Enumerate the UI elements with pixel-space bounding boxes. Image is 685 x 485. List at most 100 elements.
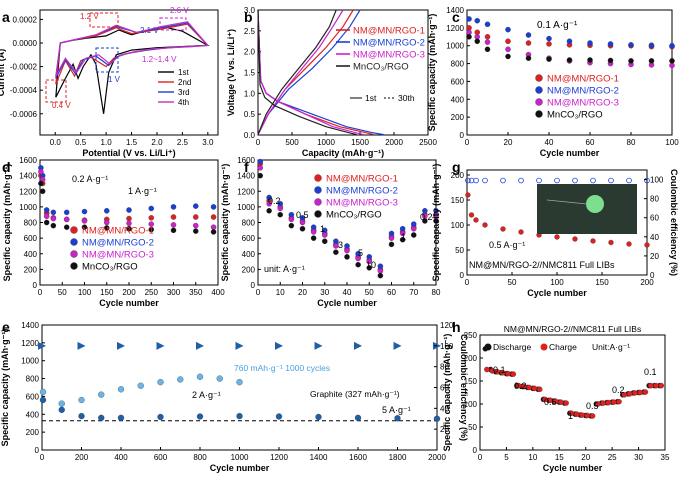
x-tick-label: 1000 — [231, 453, 249, 462]
data-point — [546, 56, 552, 62]
data-point — [388, 230, 395, 237]
efficiency-point — [608, 177, 614, 184]
legend-marker — [535, 98, 543, 106]
efficiency-point — [500, 177, 506, 184]
panel-d: 0 50 100 150 200 250 300 350 400 0 200 400 600 800 100… — [2, 156, 225, 308]
data-point — [410, 225, 417, 232]
legend-label: MnCO₃/RGO — [326, 210, 382, 221]
data-point — [257, 165, 263, 171]
charge-point — [505, 370, 511, 377]
annotation: 760 mAh·g⁻¹ 1000 cycles — [234, 363, 330, 373]
x-tick-label: 40 — [343, 288, 352, 297]
data-point-5A — [157, 413, 164, 421]
y-tick-label: 1600 — [19, 156, 37, 165]
highlight-box — [159, 17, 187, 31]
legend-label: Charge — [549, 342, 577, 352]
data-point — [484, 34, 491, 40]
data-point — [377, 263, 384, 269]
efficiency-marker — [196, 341, 204, 350]
legend-marker — [535, 74, 543, 82]
y-tick-label: 600 — [451, 77, 465, 86]
data-point — [607, 57, 614, 64]
data-point — [170, 204, 177, 210]
data-point — [310, 229, 317, 235]
x-tick-label: 30 — [320, 288, 329, 297]
x-tick-label: 1400 — [310, 453, 328, 462]
plot-frame — [466, 9, 673, 136]
x-tick-label: 200 — [122, 288, 136, 297]
plot-frame — [41, 324, 438, 451]
x-axis-label: Cycle number — [99, 298, 159, 308]
annotation: 2.1 V — [140, 26, 159, 35]
data-point — [170, 214, 177, 220]
data-point — [126, 225, 132, 232]
data-point — [277, 211, 283, 218]
charge-point — [642, 389, 649, 395]
x-tick-label: 1.5 — [126, 138, 138, 147]
y-tick-label: 0 — [473, 446, 478, 455]
x-tick-label: 25 — [608, 453, 617, 462]
data-point — [566, 57, 573, 63]
y-tick-label: 1200 — [19, 187, 37, 196]
data-point — [399, 230, 406, 237]
y-tick-label: 100 — [451, 221, 465, 230]
panel-letter: a — [2, 9, 10, 25]
rate-label: 0.1 — [644, 367, 657, 377]
legend-label: 30th — [398, 93, 415, 103]
data-point — [525, 40, 532, 46]
data-point — [192, 203, 199, 209]
discharge-curve — [257, 9, 357, 136]
cv-curve-1st — [55, 25, 210, 114]
legend-marker — [535, 86, 543, 94]
efficiency-point — [554, 177, 560, 184]
data-point — [669, 58, 675, 64]
y2-tick-label: 80 — [440, 363, 449, 372]
y-tick-label: 0.0 — [244, 131, 256, 140]
rate-label: 5 — [358, 248, 363, 258]
x-tick-label: 10 — [276, 288, 285, 297]
efficiency-marker — [235, 341, 244, 350]
legend-marker — [540, 343, 548, 351]
data-point — [192, 222, 199, 229]
legend-label: MnCO₃/RGO — [82, 262, 138, 273]
y-tick-label: 50 — [468, 423, 477, 432]
x-tick-label: 20 — [581, 453, 590, 462]
panel-a: 0.0 0.5 1.0 1.5 2.0 2.5 3.0 -0.0006 -0.0004 -0.00… — [0, 6, 219, 158]
charge-point — [579, 412, 585, 418]
efficiency-marker — [354, 341, 362, 350]
cv-curve-4th — [55, 21, 210, 77]
y-axis-label: Specific capacity (mAh·g⁻¹) — [431, 164, 441, 282]
data-point — [288, 211, 295, 218]
data-point — [299, 225, 306, 232]
y-tick-label: 400 — [24, 250, 38, 259]
data-point — [210, 214, 217, 220]
legend-label: MnCO₃/RGO — [353, 62, 409, 73]
y-tick-label: 200 — [26, 428, 40, 437]
x-tick-label: 150 — [595, 278, 609, 287]
data-point — [344, 243, 350, 249]
rate-label: 3 — [338, 240, 343, 250]
capacity-point — [644, 242, 650, 248]
data-point — [266, 200, 272, 207]
charge-point — [600, 400, 606, 406]
charge-curve — [257, 9, 354, 135]
efficiency-point — [626, 177, 632, 184]
data-point-2A — [78, 396, 85, 404]
data-point — [399, 236, 406, 243]
data-point — [628, 58, 634, 64]
data-point — [43, 213, 50, 219]
data-point — [104, 225, 110, 231]
highlight-box — [89, 12, 119, 28]
y-tick-label: 400 — [242, 250, 256, 259]
efficiency-point — [482, 177, 488, 184]
y-axis-label: Specific capacity (mAh·g⁻¹) — [427, 14, 437, 132]
data-point — [43, 219, 50, 226]
charge-point — [552, 398, 559, 404]
capacity-point — [482, 222, 488, 228]
data-point — [38, 180, 44, 187]
capacity-point — [473, 217, 479, 223]
x-tick-label: 100 — [665, 138, 679, 147]
x-tick-label: 1.0 — [101, 138, 113, 147]
legend-marker — [314, 210, 322, 218]
